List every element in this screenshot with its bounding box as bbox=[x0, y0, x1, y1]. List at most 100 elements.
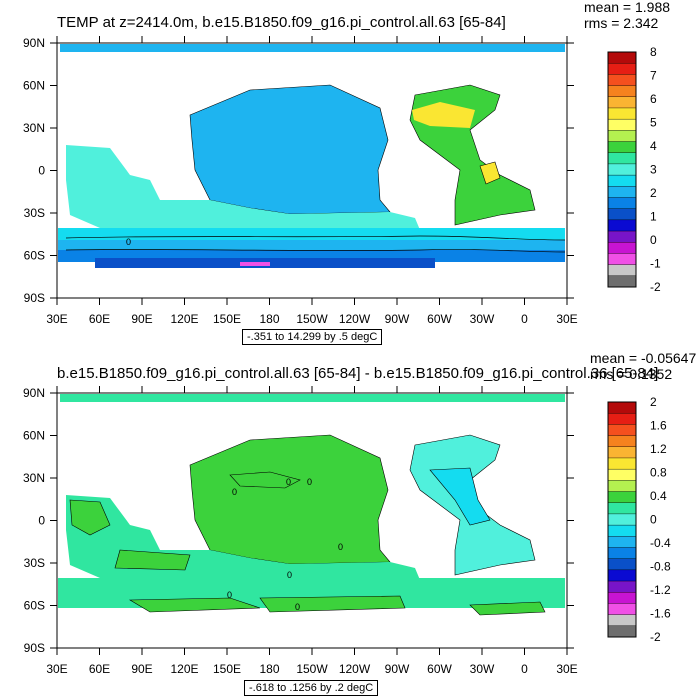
x-tick-label: 90W bbox=[385, 312, 410, 326]
contour-label: 0 bbox=[227, 590, 232, 600]
colorbar-swatch bbox=[607, 446, 637, 459]
y-tick-label: 90N bbox=[23, 386, 45, 400]
colorbar-swatch bbox=[607, 208, 637, 221]
y-tick-label: 90S bbox=[24, 641, 45, 655]
x-tick-label: 60W bbox=[427, 662, 452, 676]
contour-label: 0 bbox=[286, 477, 291, 487]
colorbar-swatch bbox=[607, 275, 637, 288]
x-tick-label: 0 bbox=[521, 312, 528, 326]
y-tick-label: 30N bbox=[23, 471, 45, 485]
south-atlantic-warm-region bbox=[479, 161, 501, 185]
colorbar-swatch bbox=[607, 468, 637, 481]
colorbar-label: -0.8 bbox=[650, 560, 671, 574]
top-map-title: TEMP at z=2414.0m, b.e15.B1850.f09_g16.p… bbox=[57, 14, 506, 31]
southern-positive-cell-2 bbox=[259, 595, 406, 613]
colorbar-label: 1 bbox=[650, 210, 657, 224]
x-tick-label: 120W bbox=[339, 312, 371, 326]
colorbar-swatch bbox=[607, 219, 637, 232]
map-field: 0 0 0 0 0 0 0 bbox=[57, 393, 567, 648]
colorbar-label: 0.8 bbox=[650, 466, 667, 480]
southern-positive-cell-1 bbox=[128, 597, 261, 613]
colorbar-swatch bbox=[607, 412, 637, 425]
colorbar-swatch bbox=[607, 424, 637, 437]
x-tick-label: 150E bbox=[213, 662, 241, 676]
x-tick-label: 60E bbox=[89, 662, 110, 676]
colorbar-swatch bbox=[607, 62, 637, 75]
colorbar-label: 0 bbox=[650, 513, 657, 527]
colorbar-swatch bbox=[607, 74, 637, 87]
colorbar-swatch bbox=[607, 141, 637, 154]
top-colorbar: 8 7 6 5 4 3 2 1 0 -1 -2 bbox=[607, 45, 661, 294]
colorbar-label: -2 bbox=[650, 280, 661, 294]
x-tick-label: 120W bbox=[339, 662, 371, 676]
x-tick-label: 180 bbox=[259, 662, 279, 676]
south-indian-positive-cell bbox=[114, 549, 191, 571]
colorbar-label: 2 bbox=[650, 395, 657, 409]
bottom-range-label: -.618 to .1256 by .2 degC bbox=[244, 680, 379, 696]
x-tick-label: 60W bbox=[427, 312, 452, 326]
top-map-svg: 0 30E 60E 90E 120E 150E 180 150W 120W 90W 60W 30W 0… bbox=[23, 36, 661, 326]
bottom-rms-stat: rms = 0.1352 bbox=[590, 366, 673, 382]
colorbar-swatch bbox=[607, 569, 637, 582]
colorbar-label: 0.4 bbox=[650, 489, 667, 503]
colorbar-swatch bbox=[607, 107, 637, 120]
x-tick-label: 30W bbox=[470, 312, 495, 326]
colorbar-swatch bbox=[607, 96, 637, 109]
atlantic-negative-cell bbox=[429, 467, 491, 526]
colorbar-swatch bbox=[607, 603, 637, 616]
indian-ocean-region bbox=[66, 145, 420, 240]
x-tick-label: 30E bbox=[46, 312, 67, 326]
contour-label: 0 bbox=[232, 487, 237, 497]
colorbar-label: 1.2 bbox=[650, 442, 667, 456]
y-tick-label: 0 bbox=[38, 514, 45, 528]
contour-line-1 bbox=[65, 235, 566, 241]
y-tick-label: 60N bbox=[23, 79, 45, 93]
x-tick-label: 30E bbox=[556, 662, 577, 676]
colorbar-label: 5 bbox=[650, 116, 657, 130]
x-tick-label: 90W bbox=[385, 662, 410, 676]
colorbar-swatch bbox=[607, 547, 637, 560]
colorbar-swatch bbox=[607, 174, 637, 187]
colorbar-swatch bbox=[607, 163, 637, 176]
y-tick-label: 30S bbox=[24, 556, 45, 570]
colorbar-label: 2 bbox=[650, 186, 657, 200]
colorbar-swatch bbox=[607, 242, 637, 254]
colorbar-swatch bbox=[607, 580, 637, 593]
y-tick-label: 60N bbox=[23, 429, 45, 443]
x-tick-label: 90E bbox=[131, 312, 152, 326]
colorbar-swatch bbox=[607, 524, 637, 537]
colorbar-swatch bbox=[607, 435, 637, 448]
colorbar-label: 6 bbox=[650, 92, 657, 106]
colorbar-swatch bbox=[607, 51, 637, 64]
y-tick-label: 30S bbox=[24, 206, 45, 220]
colorbar-label: -0.4 bbox=[650, 536, 671, 550]
arctic-region bbox=[60, 44, 565, 52]
southern-ocean-band-2 bbox=[58, 240, 565, 252]
colorbar-swatch bbox=[607, 401, 637, 414]
colorbar-label: -1.2 bbox=[650, 583, 671, 597]
colorbar-label: -1.6 bbox=[650, 607, 671, 621]
colorbar-swatch bbox=[607, 85, 637, 98]
colorbar-label: 8 bbox=[650, 45, 657, 59]
colorbar-label: -1 bbox=[650, 257, 661, 271]
x-tick-label: 30E bbox=[556, 312, 577, 326]
colorbar-swatch bbox=[607, 118, 637, 131]
x-tick-label: 150E bbox=[213, 312, 241, 326]
bottom-axes: 30E 60E 90E 120E 150E 180 150W 120W 90W 60W 30W 0 30… bbox=[23, 386, 578, 676]
x-tick-label: 30E bbox=[46, 662, 67, 676]
colorbar-swatch bbox=[607, 152, 637, 165]
colorbar-swatch bbox=[607, 253, 637, 266]
bottom-map-panel: b.e15.B1850.f09_g16.pi_control.all.63 [6… bbox=[0, 350, 700, 700]
contour-label: 0 bbox=[307, 477, 312, 487]
x-tick-label: 30W bbox=[470, 662, 495, 676]
colorbar-swatch bbox=[607, 491, 637, 504]
southern-ocean-band-1 bbox=[58, 228, 565, 242]
contour-label: 0 bbox=[126, 237, 131, 247]
colorbar-label: 7 bbox=[650, 69, 657, 83]
top-axes: 30E 60E 90E 120E 150E 180 150W 120W 90W 60W 30W 0 30… bbox=[23, 36, 578, 326]
colorbar-swatch bbox=[607, 513, 637, 526]
x-tick-label: 150W bbox=[296, 662, 328, 676]
top-range-label: -.351 to 14.299 by .5 degC bbox=[242, 329, 383, 345]
colorbar-swatch bbox=[607, 186, 637, 198]
bottom-map-title: b.e15.B1850.f09_g16.pi_control.all.63 [6… bbox=[57, 365, 659, 382]
